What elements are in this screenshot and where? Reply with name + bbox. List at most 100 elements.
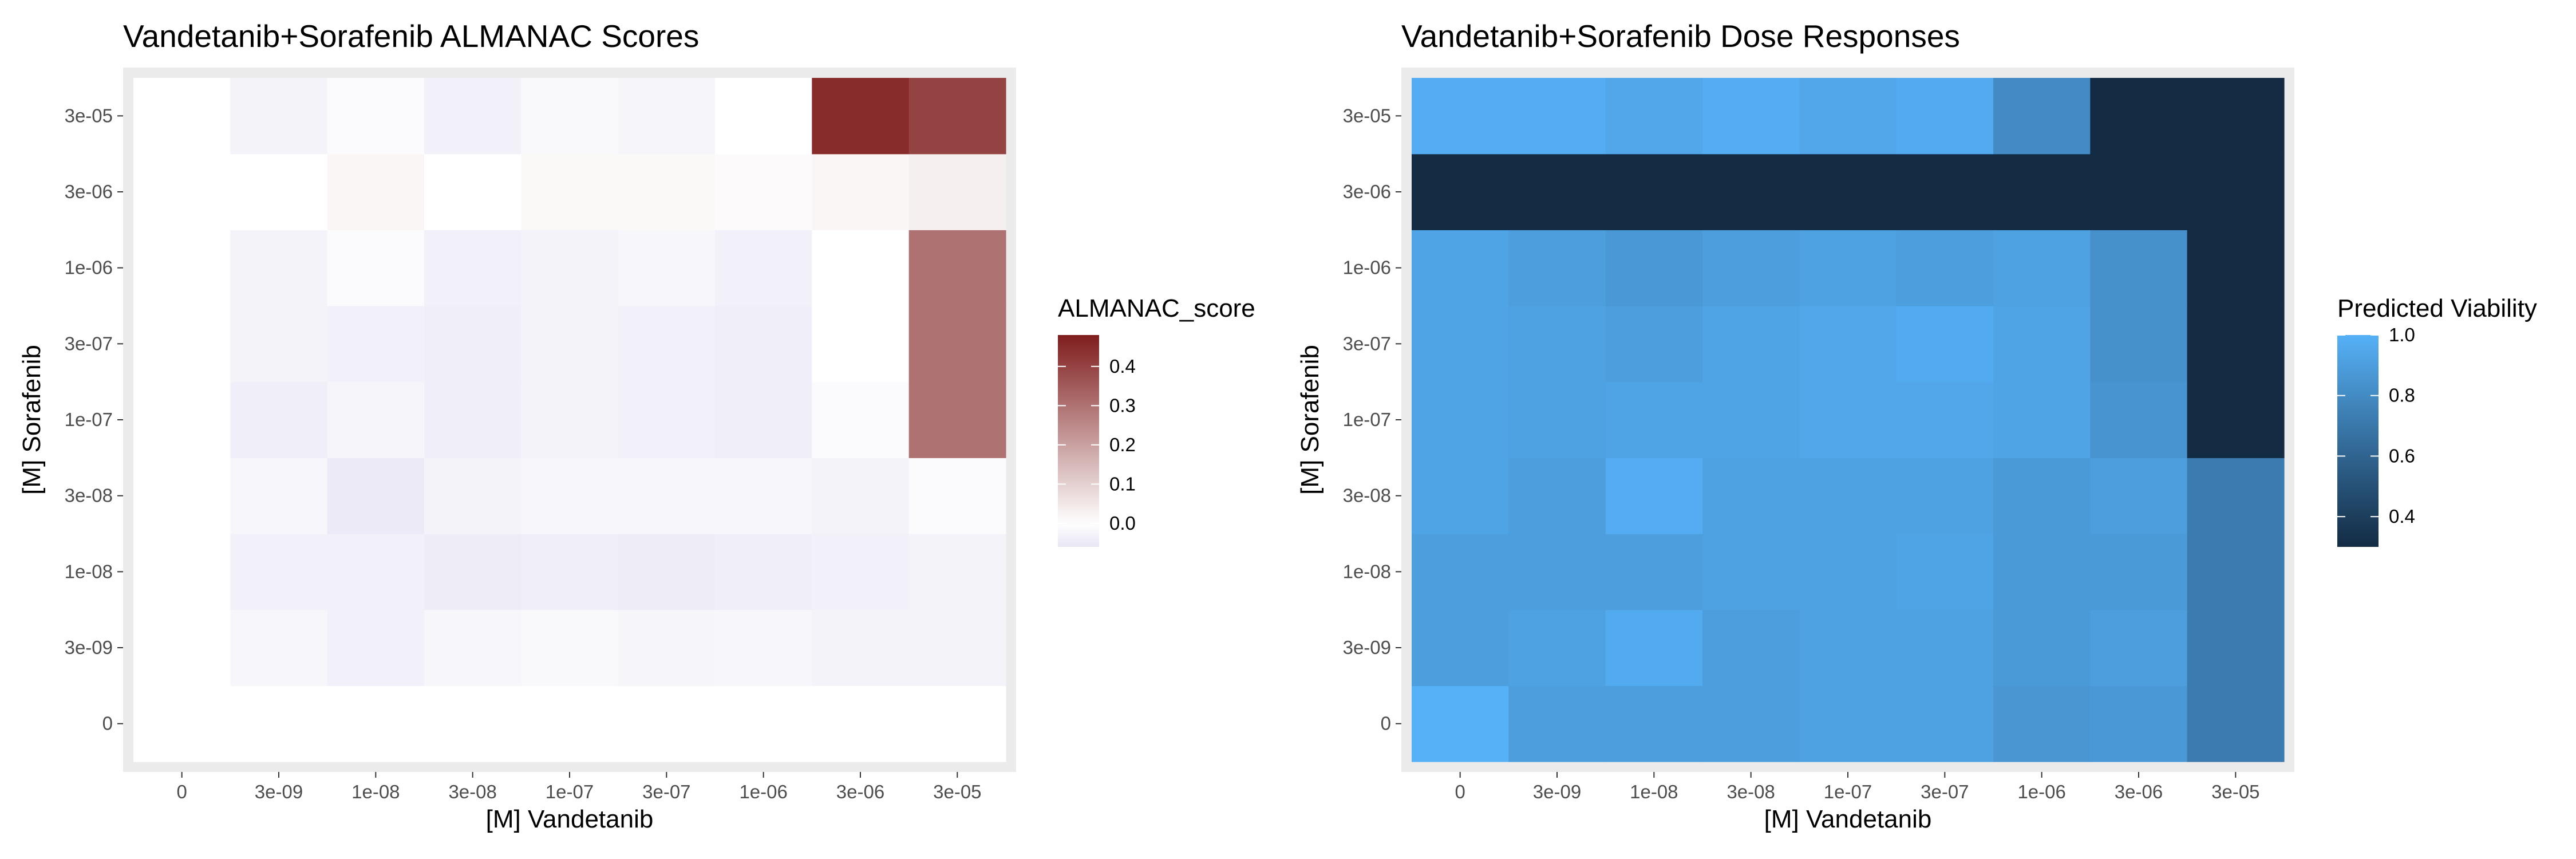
y-tick-label: 0 [1381,713,1391,734]
heatmap-cell [1702,685,1800,762]
y-tick-label: 0 [102,713,113,734]
x-tick-label: 3e-07 [642,781,690,802]
heatmap-cell [327,153,425,230]
heatmap-cell [1896,609,1994,686]
heatmap-cell [812,534,910,610]
y-tick-label: 3e-07 [65,333,113,354]
almanac-scores-heatmap: Vandetanib+Sorafenib ALMANAC Scores 0 3e-0… [18,18,1255,833]
heatmap-cell [1508,458,1606,534]
heatmap-cell [133,685,231,762]
heatmap-cell [327,306,425,383]
heatmap-cell [1799,685,1897,762]
y-tick-label: 1e-08 [1343,561,1391,582]
heatmap-cell [133,458,231,534]
heatmap-cell [521,534,619,610]
heatmap-cell [521,609,619,686]
heatmap-cell [2090,230,2188,306]
x-tick-label: 3e-08 [1726,781,1775,802]
heatmap-cell [230,381,328,458]
heatmap-cell [521,78,619,155]
heatmap-cell [908,381,1006,458]
heatmap-cell [618,78,716,155]
heatmap-cell [1605,609,1703,686]
heatmap-cell [1993,230,2091,306]
x-tick-label: 3e-06 [836,781,884,802]
chart-title: Vandetanib+Sorafenib Dose Responses [1401,18,1960,54]
legend-colorbar [2337,335,2379,547]
heatmap-cell [1412,534,1509,610]
heatmap-cell [812,78,910,155]
heatmap-cell [424,381,521,458]
heatmap-cell [2090,534,2188,610]
heatmap-cell [1896,381,1994,458]
heatmap-cell [1508,685,1606,762]
heatmap-cell [1412,153,1509,230]
y-tick-label: 3e-05 [1343,105,1391,126]
legend-tick-label: 1.0 [2389,324,2415,345]
heatmap-cell [1412,685,1509,762]
heatmap-cell [812,609,910,686]
x-tick-label: 1e-08 [351,781,400,802]
heatmap-cell [2187,534,2285,610]
x-axis-title: [M] Vandetanib [1764,805,1932,833]
x-tick-label: 3e-07 [1921,781,1969,802]
dose-responses-heatmap: Vandetanib+Sorafenib Dose Responses 0 3e-0… [1296,18,2537,833]
x-tick-label: 3e-09 [1533,781,1581,802]
heatmap-cell [1702,381,1800,458]
heatmap-cell [230,306,328,383]
heatmap-cell [424,306,521,383]
heatmap-cell [230,458,328,534]
heatmap-cell [133,78,231,155]
x-axis-title: [M] Vandetanib [486,805,654,833]
x-tick-label: 0 [1455,781,1465,802]
y-tick-label: 1e-06 [65,257,113,278]
heatmap-cell [1412,609,1509,686]
heatmap-cell [424,609,521,686]
heatmap-cell [1702,78,1800,155]
heatmap-cell [1799,381,1897,458]
heatmap-cell [1605,458,1703,534]
heatmap-cell [812,381,910,458]
heatmap-cell [327,381,425,458]
heatmap-cell [133,153,231,230]
heatmap-cell [908,153,1006,230]
x-tick-label: 3e-05 [933,781,981,802]
heatmap-cell [230,685,328,762]
heatmap-cell [424,78,521,155]
heatmap-cell [908,458,1006,534]
heatmap-cell [1605,306,1703,383]
heatmap-cell [1508,230,1606,306]
heatmap-cell [327,609,425,686]
heatmap-cell [1605,685,1703,762]
heatmap-cell [1605,381,1703,458]
y-axis-title: [M] Sorafenib [18,345,46,495]
heatmap-cell [133,306,231,383]
heatmap-cell [2090,78,2188,155]
heatmap-cell [1896,534,1994,610]
heatmap-cell [715,458,812,534]
heatmap-cell [908,230,1006,306]
heatmap-cell [1896,78,1994,155]
heatmap-cell [327,685,425,762]
heatmap-cell [1799,458,1897,534]
heatmap-cell [618,458,716,534]
heatmap-cell [1702,306,1800,383]
heatmap-cell [230,609,328,686]
heatmap-cell [715,381,812,458]
heatmap-cell [715,78,812,155]
heatmap-cell [2187,458,2285,534]
heatmap-cell [1896,306,1994,383]
legend: Predicted Viability 0.4 0.6 0.8 1.0 [2337,294,2537,547]
y-tick-label: 1e-08 [65,561,113,582]
heatmap-cell [1702,609,1800,686]
heatmap-cell [812,230,910,306]
heatmap-cell [521,230,619,306]
heatmap-cell [1412,381,1509,458]
y-tick-label: 3e-05 [65,105,113,126]
heatmap-cell [424,230,521,306]
heatmap-cell [812,458,910,534]
y-tick-label: 3e-09 [65,637,113,658]
legend-tick-label: 0.4 [2389,506,2415,527]
legend-title: Predicted Viability [2337,294,2537,322]
